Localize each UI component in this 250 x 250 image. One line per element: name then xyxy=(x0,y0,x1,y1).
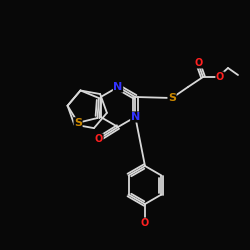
Text: O: O xyxy=(216,72,224,82)
Text: O: O xyxy=(195,58,203,68)
Text: O: O xyxy=(141,218,149,228)
Text: S: S xyxy=(74,118,82,128)
Text: N: N xyxy=(114,82,122,92)
Text: O: O xyxy=(95,134,103,144)
Text: N: N xyxy=(131,112,140,122)
Text: S: S xyxy=(168,93,176,103)
